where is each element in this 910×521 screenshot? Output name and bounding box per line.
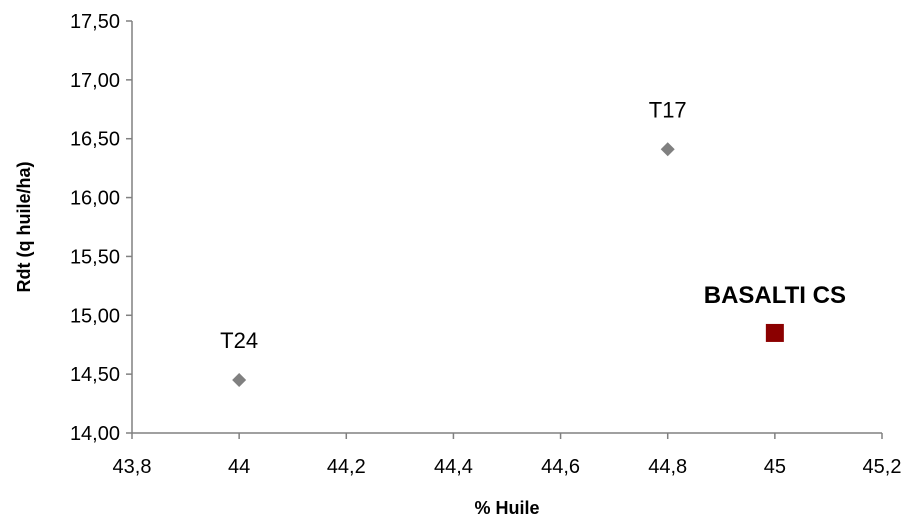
y-tick-label: 15,50 <box>70 246 120 268</box>
x-tick-label: 45,2 <box>863 456 902 478</box>
y-tick-label: 15,00 <box>70 305 120 327</box>
data-point-diamond <box>232 373 247 388</box>
x-axis-ticks: 43,8 44 44,2 44,4 44,6 44,8 45 45,2 <box>113 433 902 478</box>
point-label: BASALTI CS <box>704 282 846 309</box>
y-tick-label: 14,50 <box>70 364 120 386</box>
y-tick-label: 17,00 <box>70 70 120 92</box>
x-tick-label: 44,8 <box>648 456 687 478</box>
y-axis-ticks: 14,00 14,50 15,00 15,50 16,00 16,50 17,00 17,50 <box>70 11 132 445</box>
data-point-square <box>765 323 784 342</box>
x-tick-label: 45 <box>764 456 786 478</box>
point-label: T17 <box>649 97 687 122</box>
x-tick-label: 44,2 <box>327 456 366 478</box>
x-tick-label: 44 <box>228 456 250 478</box>
x-tick-label: 44,4 <box>434 456 473 478</box>
y-tick-label: 16,00 <box>70 188 120 210</box>
axes <box>131 21 882 434</box>
data-point-diamond <box>660 142 675 157</box>
y-tick-label: 14,00 <box>70 423 120 445</box>
data-points: T24 T17 BASALTI CS <box>220 97 846 388</box>
x-axis-title: % Huile <box>474 498 539 518</box>
y-tick-label: 16,50 <box>70 129 120 151</box>
y-axis-title: Rdt (q huile/ha) <box>14 162 34 293</box>
point-label: T24 <box>220 328 258 353</box>
x-tick-label: 44,6 <box>541 456 580 478</box>
y-tick-label: 17,50 <box>70 11 120 33</box>
x-tick-label: 43,8 <box>113 456 152 478</box>
